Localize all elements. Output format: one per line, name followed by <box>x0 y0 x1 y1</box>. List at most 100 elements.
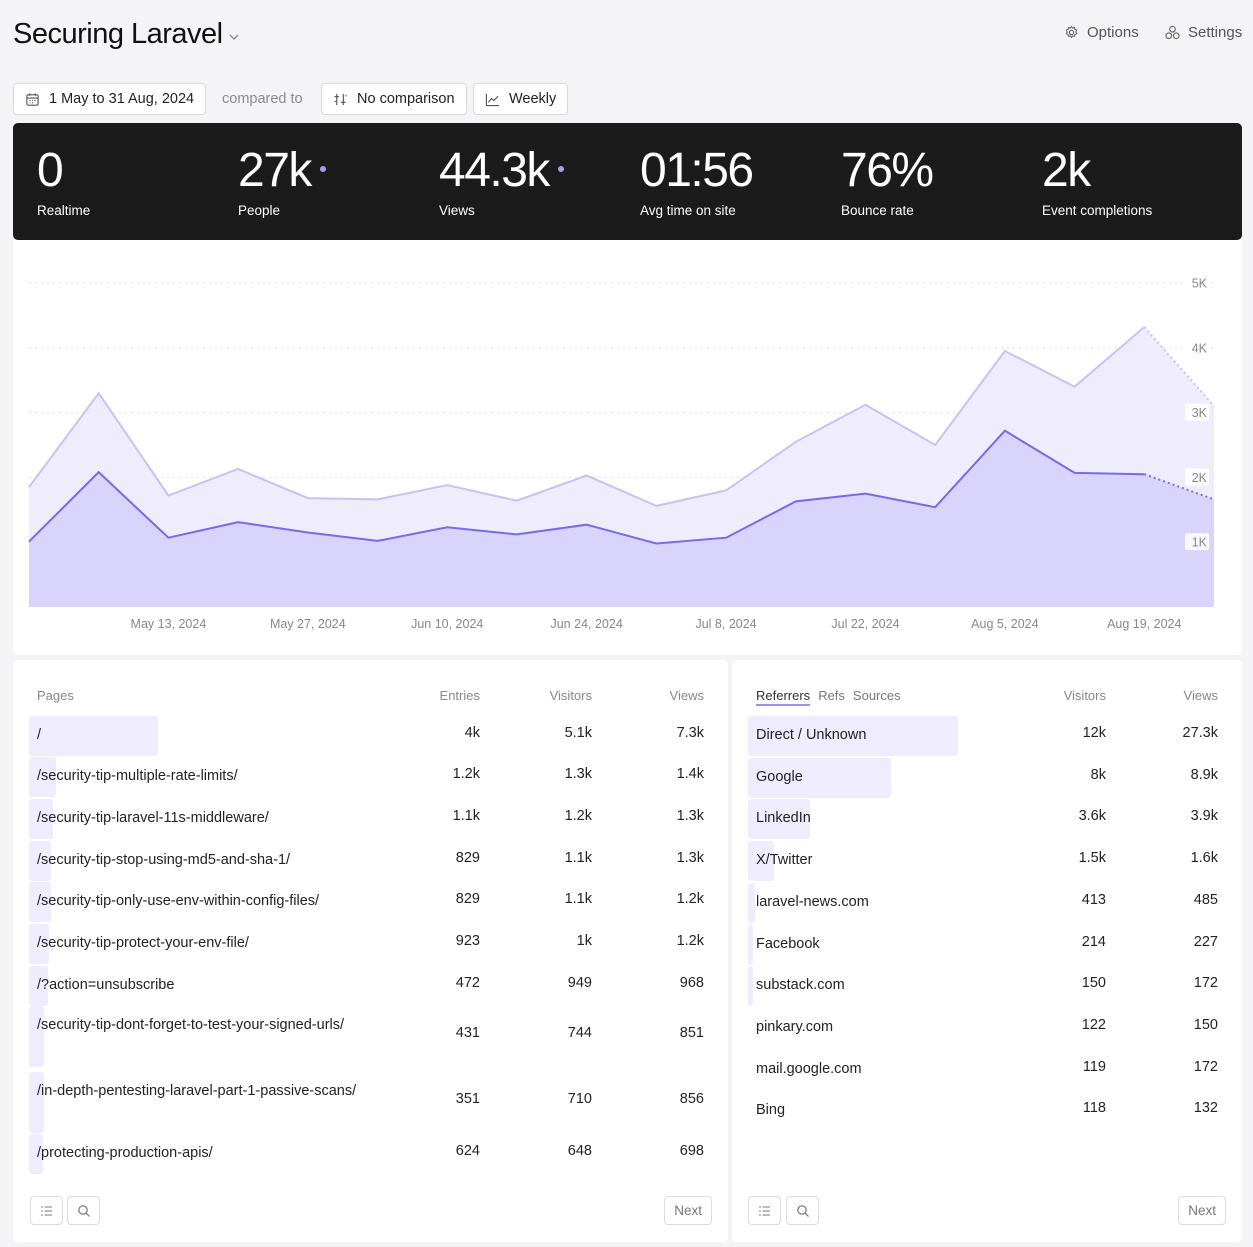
list-view-button[interactable] <box>748 1196 781 1225</box>
pages-next-button[interactable]: Next <box>664 1196 712 1225</box>
table-row[interactable]: Bing 118 132 <box>748 1091 1226 1131</box>
entries-header[interactable]: Entries <box>439 688 480 703</box>
table-row[interactable]: /?action=unsubscribe 472 949 968 <box>29 966 712 1006</box>
views-value: 1.3k <box>676 808 704 824</box>
table-row[interactable]: / 4k 5.1k 7.3k <box>29 716 712 756</box>
table-row[interactable]: substack.com 150 172 <box>748 966 1226 1006</box>
page-path[interactable]: /security-tip-protect-your-env-file/ <box>37 935 249 951</box>
y-tick-label: 4K <box>1192 341 1208 355</box>
page-path[interactable]: /protecting-production-apis/ <box>37 1145 213 1161</box>
referrer-name[interactable]: X/Twitter <box>756 852 813 868</box>
search-icon <box>796 1204 809 1217</box>
tab-refs[interactable]: Refs <box>818 688 845 703</box>
options-button[interactable]: Options <box>1064 24 1139 41</box>
table-row[interactable]: mail.google.com 119 172 <box>748 1050 1226 1090</box>
table-row[interactable]: X/Twitter 1.5k 1.6k <box>748 841 1226 881</box>
views-value: 485 <box>1193 892 1218 908</box>
stat-views[interactable]: 44.3k Views <box>439 145 564 218</box>
views-value: 851 <box>679 1025 704 1041</box>
table-row[interactable]: /protecting-production-apis/624 648 698 <box>29 1134 712 1174</box>
table-row[interactable]: /security-tip-protect-your-env-file/923 1… <box>29 924 712 964</box>
stat-label: Realtime <box>37 203 91 218</box>
interval-button[interactable]: Weekly <box>473 83 569 115</box>
comparison-button[interactable]: No comparison <box>321 83 467 115</box>
table-row[interactable]: laravel-news.com 413 485 <box>748 883 1226 923</box>
y-tick-label: 1K <box>1192 536 1208 550</box>
views-value: 8.9k <box>1190 767 1218 783</box>
x-tick-label: May 27, 2024 <box>270 617 346 631</box>
table-row[interactable]: Google 8k 8.9k <box>748 758 1226 798</box>
tab-referrers[interactable]: Referrers <box>756 688 811 706</box>
stat-realtime[interactable]: 0 Realtime <box>37 145 91 219</box>
views-value: 1.2k <box>676 933 704 949</box>
table-row[interactable]: LinkedIn 3.6k 3.9k <box>748 799 1226 839</box>
page-path[interactable]: /security-tip-stop-using-md5-and-sha-1/ <box>37 852 291 868</box>
ref-visitors-header[interactable]: Visitors <box>1063 688 1106 703</box>
table-row[interactable]: /security-tip-laravel-11s-middleware/1.1… <box>29 799 712 839</box>
referrer-name[interactable]: mail.google.com <box>756 1061 862 1077</box>
chevron-down-icon[interactable] <box>227 30 241 44</box>
page-path[interactable]: / <box>37 727 42 743</box>
visitors-header[interactable]: Visitors <box>549 688 592 703</box>
visitors-value: 949 <box>567 975 592 991</box>
referrer-name[interactable]: LinkedIn <box>756 810 811 826</box>
referrer-name[interactable]: pinkary.com <box>756 1019 834 1035</box>
visitors-value: 5.1k <box>564 725 592 741</box>
referrer-name[interactable]: Google <box>756 769 803 785</box>
shapes-icon <box>1165 25 1180 40</box>
table-row[interactable]: /security-tip-stop-using-md5-and-sha-1/8… <box>29 841 712 881</box>
stat-value: 44.3k <box>439 144 550 197</box>
x-tick-label: Aug 5, 2024 <box>971 617 1038 631</box>
visitors-value: 744 <box>567 1025 592 1041</box>
table-row[interactable]: Direct / Unknown 12k 27.3k <box>748 716 1226 756</box>
page-path[interactable]: /security-tip-multiple-rate-limits/ <box>37 768 238 784</box>
search-button[interactable] <box>786 1196 819 1225</box>
table-row[interactable]: pinkary.com 122 150 <box>748 1008 1226 1048</box>
page-path[interactable]: /in-depth-pentesting-laravel-part-1-pass… <box>37 1083 357 1099</box>
table-row[interactable]: /security-tip-only-use-env-within-config… <box>29 882 712 922</box>
entries-value: 472 <box>455 975 480 991</box>
views-value: 856 <box>679 1091 704 1107</box>
table-row[interactable]: Facebook 214 227 <box>748 925 1226 965</box>
table-row[interactable]: /in-depth-pentesting-laravel-part-1-pass… <box>29 1072 712 1133</box>
x-tick-label: Jul 22, 2024 <box>831 617 899 631</box>
referrer-name[interactable]: laravel-news.com <box>756 894 869 910</box>
referrers-next-button[interactable]: Next <box>1178 1196 1226 1225</box>
stat-label: Event completions <box>1042 203 1153 218</box>
date-range-button[interactable]: 1 May to 31 Aug, 2024 <box>13 83 207 115</box>
tab-sources[interactable]: Sources <box>852 688 901 703</box>
referrer-name[interactable]: Direct / Unknown <box>756 727 867 743</box>
page-title[interactable]: Securing Laravel <box>13 18 223 50</box>
referrer-name[interactable]: Bing <box>756 1102 786 1118</box>
page-path[interactable]: /security-tip-laravel-11s-middleware/ <box>37 810 269 826</box>
list-view-button[interactable] <box>30 1196 63 1225</box>
entries-value: 431 <box>455 1025 480 1041</box>
views-header[interactable]: Views <box>669 688 704 703</box>
referrer-name[interactable]: substack.com <box>756 977 845 993</box>
settings-button[interactable]: Settings <box>1165 24 1242 41</box>
stat-event-completions[interactable]: 2k Event completions <box>1042 144 1153 219</box>
traffic-chart[interactable]: 1K 2K 3K 4K 5K May 13, 2024 May 27, 2024 Jun 10… <box>13 240 1242 655</box>
series-line <box>28 429 1145 545</box>
views-value: 1.4k <box>676 766 704 782</box>
search-button[interactable] <box>67 1196 100 1225</box>
stat-people[interactable]: 27k People <box>238 145 326 218</box>
visitors-value: 150 <box>1081 975 1106 991</box>
visitors-value: 1.2k <box>564 808 592 824</box>
views-value: 27.3k <box>1182 725 1218 741</box>
table-row[interactable]: /security-tip-dont-forget-to-test-your-s… <box>29 1006 712 1067</box>
ref-views-header[interactable]: Views <box>1183 688 1218 703</box>
page-path[interactable]: /security-tip-dont-forget-to-test-your-s… <box>37 1017 345 1033</box>
stat-value: 2k <box>1042 144 1091 197</box>
row-share-bar <box>29 966 48 1006</box>
referrer-name[interactable]: Facebook <box>756 936 820 952</box>
date-range-label: 1 May to 31 Aug, 2024 <box>49 91 195 107</box>
row-share-bar <box>29 1134 43 1174</box>
stat-avg-time[interactable]: 01:56 Avg time on site <box>640 145 754 219</box>
page-path[interactable]: /?action=unsubscribe <box>37 977 175 993</box>
x-tick-label: Jul 8, 2024 <box>695 617 756 631</box>
visitors-value: 122 <box>1081 1017 1106 1033</box>
page-path[interactable]: /security-tip-only-use-env-within-config… <box>37 893 320 909</box>
table-row[interactable]: /security-tip-multiple-rate-limits/1.2k 1… <box>29 757 712 797</box>
stat-bounce-rate[interactable]: 76% Bounce rate <box>841 145 934 219</box>
